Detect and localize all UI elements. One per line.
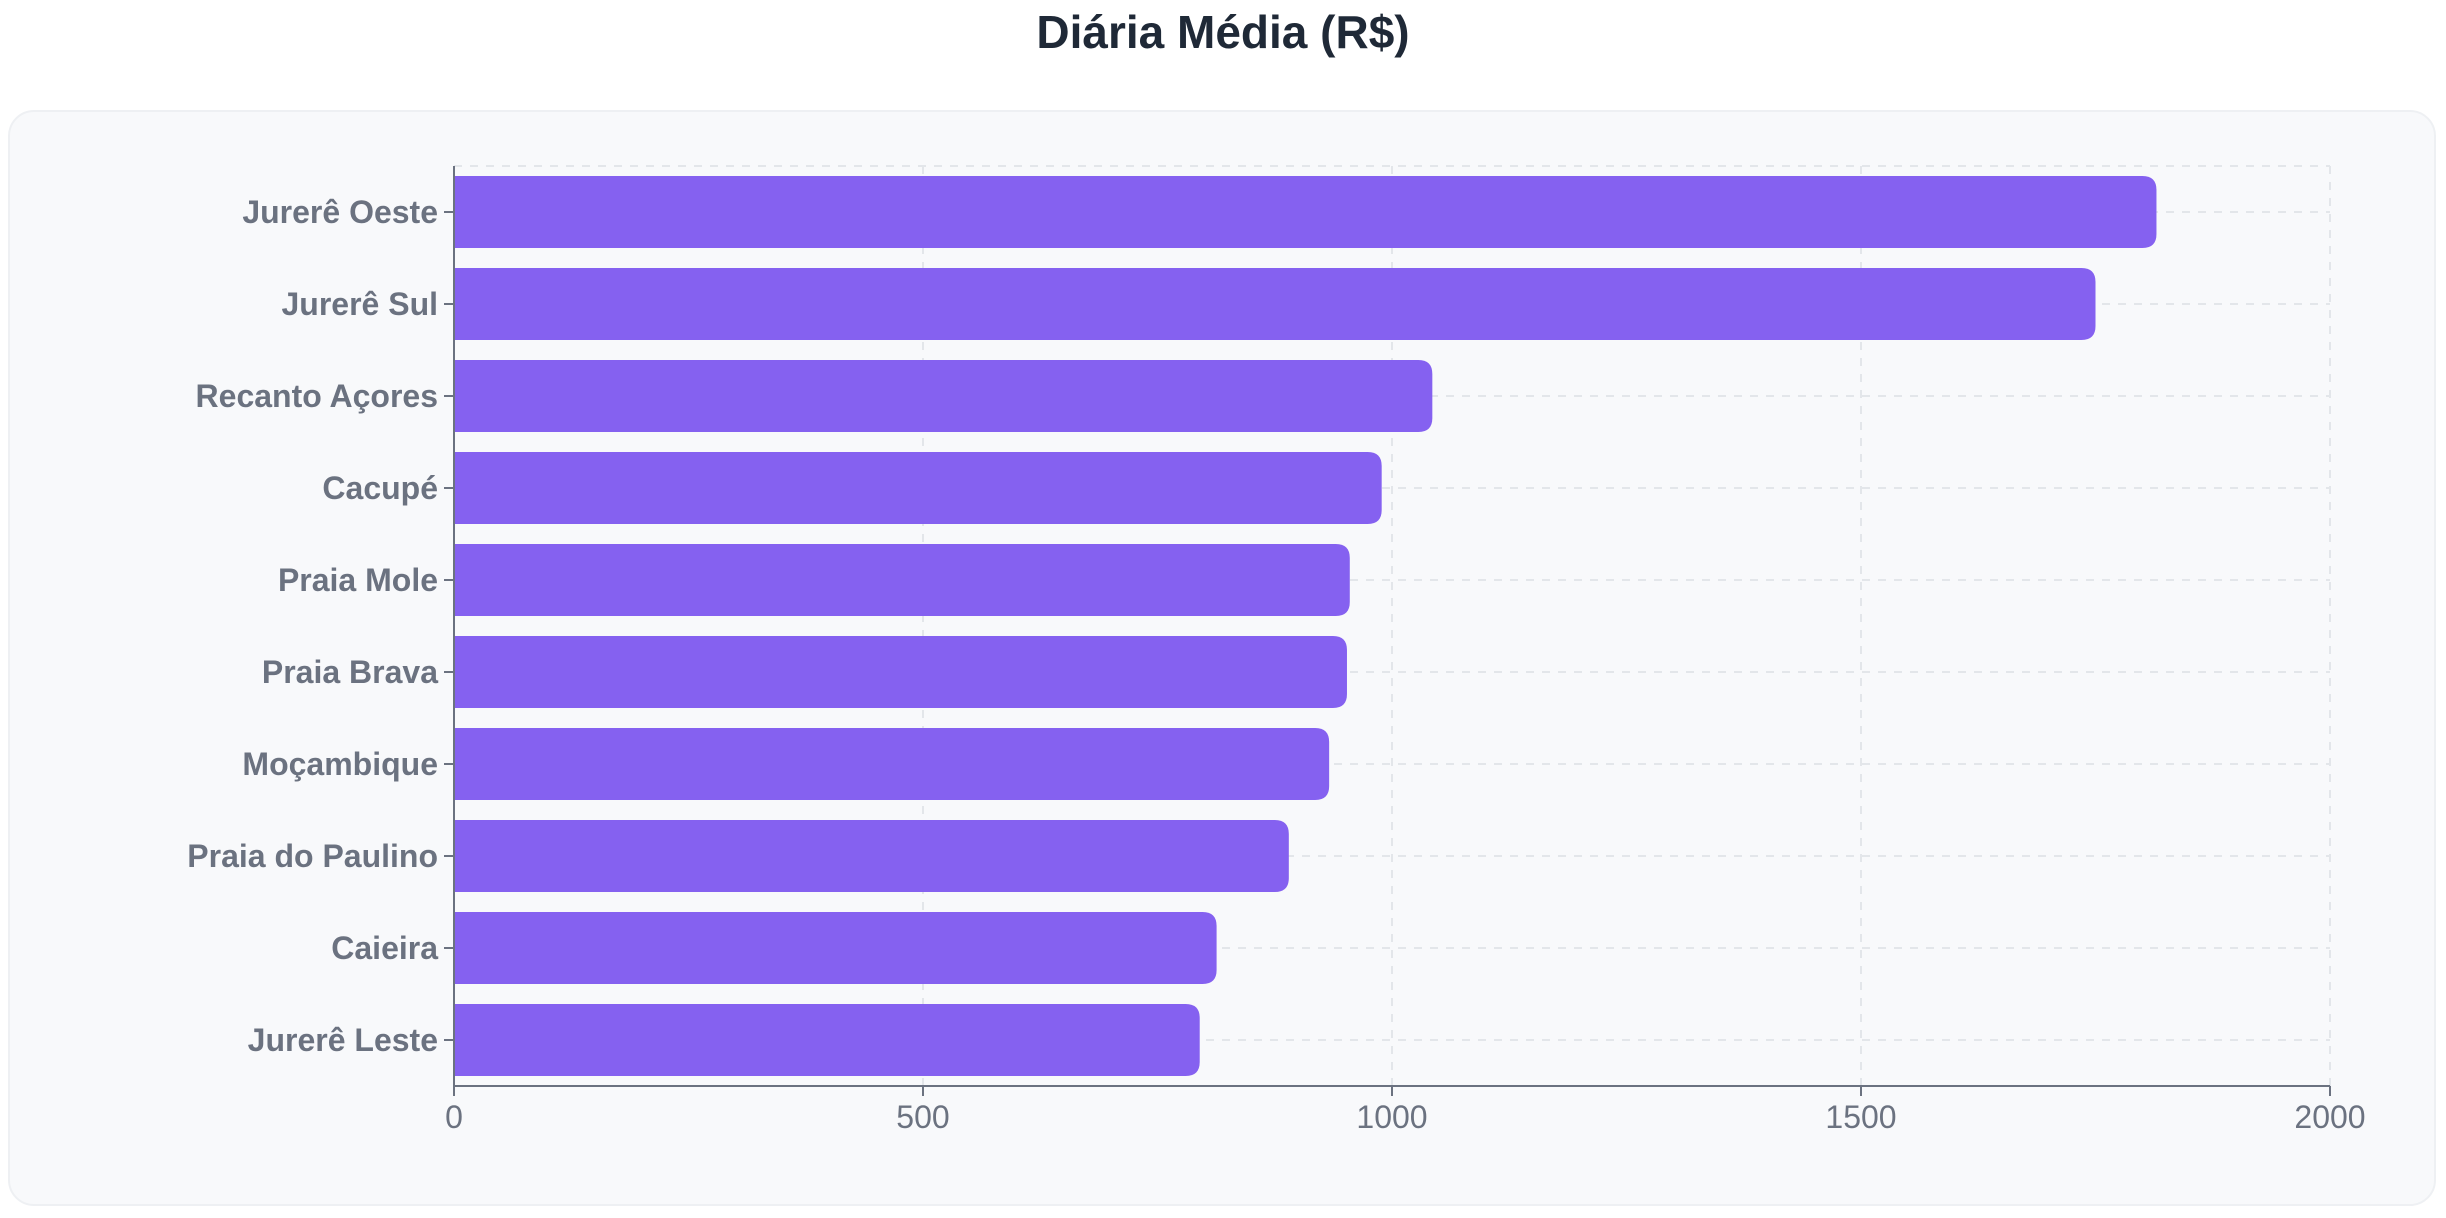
x-tick-label-1: 500 (896, 1099, 949, 1135)
bars (454, 176, 2157, 1076)
x-tick-label-4: 2000 (2294, 1099, 2365, 1135)
category-label-1: Jurerê Sul (281, 286, 438, 322)
bar-3 (454, 452, 1382, 524)
category-label-7: Praia do Paulino (187, 838, 438, 874)
chart-title: Diária Média (R$) (1036, 6, 1410, 58)
category-label-0: Jurerê Oeste (242, 194, 438, 230)
bar-8 (454, 912, 1217, 984)
x-tick-label-0: 0 (445, 1099, 463, 1135)
category-label-2: Recanto Açores (196, 378, 438, 414)
bar-1 (454, 268, 2096, 340)
bar-9 (454, 1004, 1200, 1076)
bar-7 (454, 820, 1289, 892)
category-label-5: Praia Brava (262, 654, 438, 690)
x-tick-label-2: 1000 (1356, 1099, 1427, 1135)
category-label-9: Jurerê Leste (248, 1022, 438, 1058)
x-tick-label-3: 1500 (1825, 1099, 1896, 1135)
bar-4 (454, 544, 1350, 616)
bar-0 (454, 176, 2157, 248)
labels: 0 500 1000 1500 2000 Jurerê Oeste Jurerê Sul Re… (187, 194, 2365, 1135)
category-label-6: Moçambique (242, 746, 438, 782)
bar-2 (454, 360, 1433, 432)
category-label-8: Caieira (331, 930, 438, 966)
bar-5 (454, 636, 1347, 708)
axes (444, 166, 2331, 1096)
category-label-4: Praia Mole (278, 562, 438, 598)
bar-6 (454, 728, 1330, 800)
category-label-3: Cacupé (322, 470, 438, 506)
